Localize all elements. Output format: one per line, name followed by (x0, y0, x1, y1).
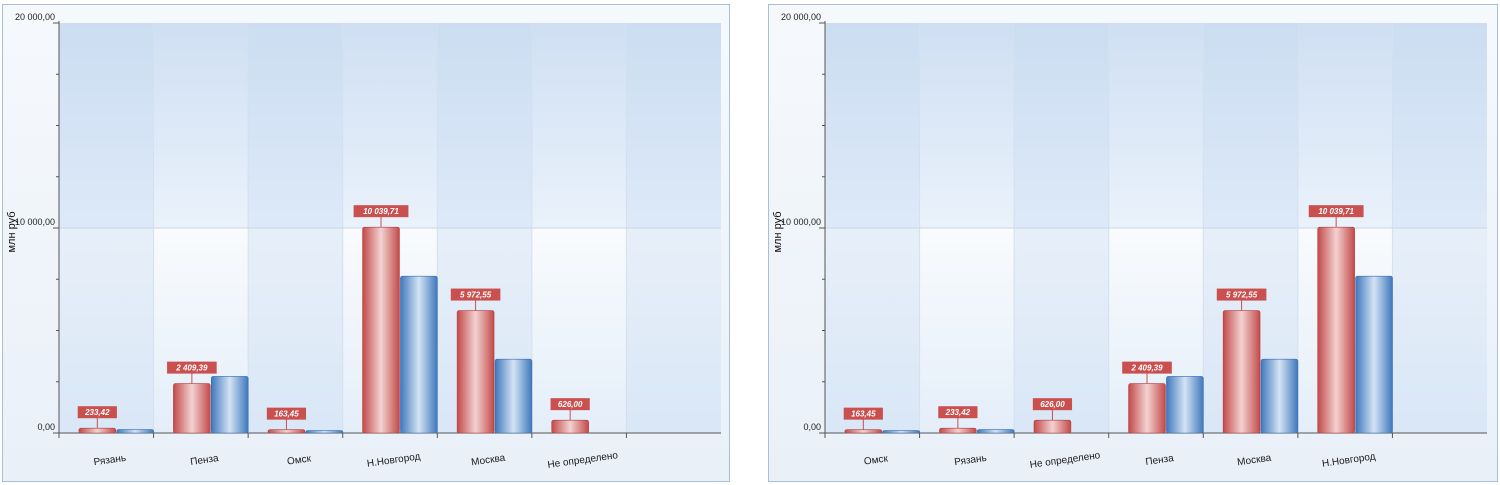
category-label: Рязань (954, 453, 988, 468)
bar-series1 (362, 226, 400, 434)
value-label-box (167, 361, 217, 374)
bar-series1 (551, 419, 589, 434)
chart-panel-right: 0,00 10 000,00 20 000,00 млн руб 163,45 Омск 2… (768, 4, 1498, 482)
bar-series2 (977, 429, 1015, 434)
bar-series1 (456, 310, 495, 434)
bar-series2 (494, 358, 533, 434)
category-label: Не определено (1029, 450, 1101, 471)
value-label-box (77, 406, 117, 419)
y-tick-label: 0,00 (37, 422, 55, 432)
category-label: Москва (1237, 453, 1273, 469)
bar-series1 (1317, 226, 1355, 434)
bar-series2 (211, 376, 249, 434)
bar-series2 (882, 430, 920, 434)
bar-chart-left: 0,00 10 000,00 20 000,00 млн руб 233,42 Рязан… (6, 12, 721, 471)
chart-panel-left: 0,00 10 000,00 20 000,00 млн руб 233,42 Рязан… (2, 4, 730, 482)
category-label: Н.Новгород (366, 451, 421, 469)
y-tick-label: 10 000,00 (15, 217, 55, 227)
y-axis-title: млн руб (6, 211, 18, 252)
category-label: Омск (863, 453, 889, 467)
value-label: 5 972,55 (460, 291, 492, 300)
value-label-box (1308, 205, 1364, 218)
value-label: 626,00 (558, 400, 583, 409)
value-label: 626,00 (1040, 400, 1065, 409)
bar-series1 (1128, 383, 1166, 434)
y-axis-title: млн руб (772, 211, 784, 252)
value-label-box (266, 407, 307, 420)
value-label: 10 039,71 (363, 207, 399, 216)
value-label-box (938, 406, 978, 419)
y-tick-label: 0,00 (803, 422, 821, 432)
value-label-box (1122, 361, 1172, 374)
bar-series1 (267, 429, 306, 434)
bar-series1 (1033, 419, 1072, 434)
bar-series1 (78, 427, 117, 434)
bar-series2 (1166, 376, 1204, 434)
value-label: 5 972,55 (1226, 291, 1258, 300)
category-label: Пенза (1145, 453, 1175, 468)
value-label: 233,42 (945, 408, 971, 417)
value-label: 2 409,39 (1130, 364, 1163, 373)
category-label: Омск (286, 453, 312, 467)
value-label: 163,45 (274, 410, 299, 419)
value-label: 2 409,39 (175, 364, 208, 373)
y-tick-label: 20 000,00 (15, 12, 55, 22)
y-tick-label: 20 000,00 (781, 12, 821, 22)
category-label: Рязань (93, 453, 127, 468)
bar-series1 (1222, 310, 1261, 434)
bar-series1 (173, 383, 211, 434)
bar-series1 (939, 427, 977, 434)
bar-chart-right: 0,00 10 000,00 20 000,00 млн руб 163,45 Омск 2… (772, 12, 1487, 471)
category-label: Пенза (190, 453, 220, 468)
value-label-box (1216, 288, 1267, 301)
category-label: Н.Новгород (1321, 451, 1376, 469)
value-label-box (450, 288, 501, 301)
y-tick-label: 10 000,00 (781, 217, 821, 227)
value-label: 233,42 (84, 408, 110, 417)
category-label: Не определено (547, 450, 619, 471)
bar-series2 (1260, 358, 1299, 434)
value-label: 10 039,71 (1318, 207, 1354, 216)
bar-series1 (844, 429, 883, 434)
bar-series2 (305, 430, 344, 434)
value-label-box (353, 205, 409, 218)
bar-series2 (400, 275, 438, 434)
value-label-box (550, 398, 590, 411)
value-label-box (1032, 398, 1073, 411)
value-label: 163,45 (851, 410, 876, 419)
value-label-box (843, 407, 883, 420)
bar-series2 (1355, 275, 1393, 434)
category-label: Москва (471, 453, 507, 469)
bar-series2 (116, 429, 154, 434)
